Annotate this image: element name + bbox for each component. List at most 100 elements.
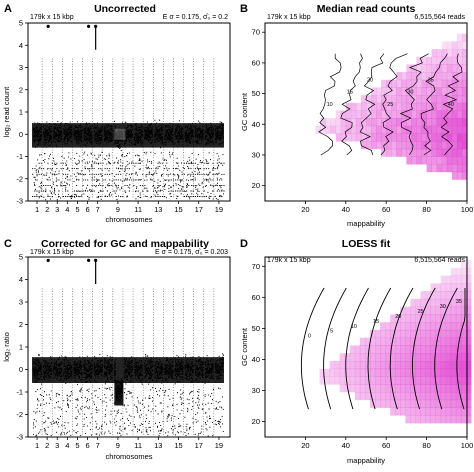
heat-cell [406, 64, 412, 73]
heat-cell [436, 133, 443, 142]
heat-cell [329, 361, 335, 370]
heat-cell [359, 345, 366, 354]
y-tick-label: 4 [19, 41, 23, 50]
heat-cell [431, 102, 437, 111]
heat-cell [461, 95, 468, 104]
heat-cell [446, 49, 453, 58]
heat-cell [436, 102, 443, 111]
heat-cell [406, 87, 412, 96]
heat-cell [430, 322, 436, 331]
heat-cell [466, 314, 472, 323]
heat-cell [456, 79, 463, 88]
heat-cell [430, 392, 436, 401]
heat-cell [455, 267, 462, 276]
heat-cell [396, 118, 402, 127]
heat-cell [421, 102, 427, 111]
heat-cell [349, 353, 356, 362]
heat-cell [411, 64, 417, 73]
heat-cell [401, 148, 407, 157]
panel-c-y-label: log₂ ratio [2, 332, 11, 362]
x-tick-label: 15 [174, 205, 182, 214]
heat-cell [425, 329, 431, 338]
heat-cell [445, 345, 452, 354]
heat-cell [395, 353, 401, 362]
heat-cell [426, 110, 432, 119]
x-tick-label: 15 [174, 441, 182, 450]
heat-cell [339, 368, 346, 377]
heat-cell [455, 392, 462, 401]
heat-cell [411, 141, 417, 150]
heat-cell [340, 133, 347, 142]
heat-cell [405, 376, 411, 385]
heat-cell [441, 125, 448, 134]
heat-cell [445, 407, 452, 416]
y-tick-label: 3 [19, 298, 23, 307]
y-tick-label: 60 [252, 293, 260, 302]
heat-cell [400, 376, 406, 385]
heat-cell [421, 56, 427, 65]
heat-cell [450, 345, 457, 354]
contour-label: 5 [330, 329, 333, 335]
heat-cell [405, 337, 411, 346]
panel-a-x-ticks: 1 2 3 4 5 6 7 9 11 13 15 17 19 [35, 201, 223, 214]
heat-cell [421, 148, 427, 157]
heat-cell [466, 376, 472, 385]
heat-cell [396, 95, 402, 104]
y-tick-label: 2 [19, 85, 23, 94]
panel-d-letter: D [240, 238, 248, 250]
heat-cell [431, 156, 437, 165]
heat-cell [440, 353, 447, 362]
chromosome-band-light [114, 128, 126, 140]
heat-cell [401, 95, 407, 104]
heat-cell [451, 133, 458, 142]
heat-cell [411, 125, 417, 134]
heat-cell [344, 353, 351, 362]
heat-cell [420, 345, 426, 354]
heat-cell [441, 118, 448, 127]
y-tick-label: 60 [252, 58, 260, 67]
heat-cell [430, 291, 436, 300]
heat-cell [451, 102, 458, 111]
heat-cell [416, 125, 422, 134]
heat-cell [450, 384, 457, 393]
heat-cell [450, 298, 457, 307]
y-tick-label: 5 [19, 19, 23, 28]
heat-cell [405, 407, 411, 416]
heat-cell [426, 64, 432, 73]
heat-cell [451, 141, 458, 150]
heat-cell [375, 399, 381, 408]
heat-cell [450, 283, 457, 292]
heat-cell [375, 392, 381, 401]
panel-d-title: LOESS fit [342, 238, 391, 250]
heat-cell [339, 361, 346, 370]
heat-cell [456, 87, 463, 96]
heat-cell [380, 384, 386, 393]
x-tick-label: 4 [65, 205, 69, 214]
heat-cell [456, 41, 463, 50]
heat-cell [395, 322, 401, 331]
heat-cell [395, 407, 401, 416]
heat-cell [395, 361, 401, 370]
heat-cell [461, 41, 468, 50]
heat-cell [385, 337, 391, 346]
panel-c-info-left: 179k x 15 kbp [30, 249, 74, 256]
contour-line [456, 288, 466, 410]
heat-cell [315, 125, 321, 134]
heat-cell [406, 141, 412, 150]
heat-cell [420, 368, 426, 377]
x-tick-label: 13 [154, 205, 162, 214]
heat-cell [405, 345, 411, 354]
heat-cell [430, 345, 436, 354]
contour-label: 10 [327, 102, 333, 108]
heat-cell [385, 384, 391, 393]
heat-cell [349, 376, 356, 385]
heat-cell [365, 368, 371, 377]
contour-label: 30 [440, 304, 446, 310]
heat-cell [461, 49, 468, 58]
heat-cell [441, 156, 448, 165]
heat-cell [386, 118, 392, 127]
y-tick-label: 40 [252, 355, 260, 364]
panel-b-y-label: GC content [240, 92, 249, 131]
heat-cell [445, 353, 452, 362]
